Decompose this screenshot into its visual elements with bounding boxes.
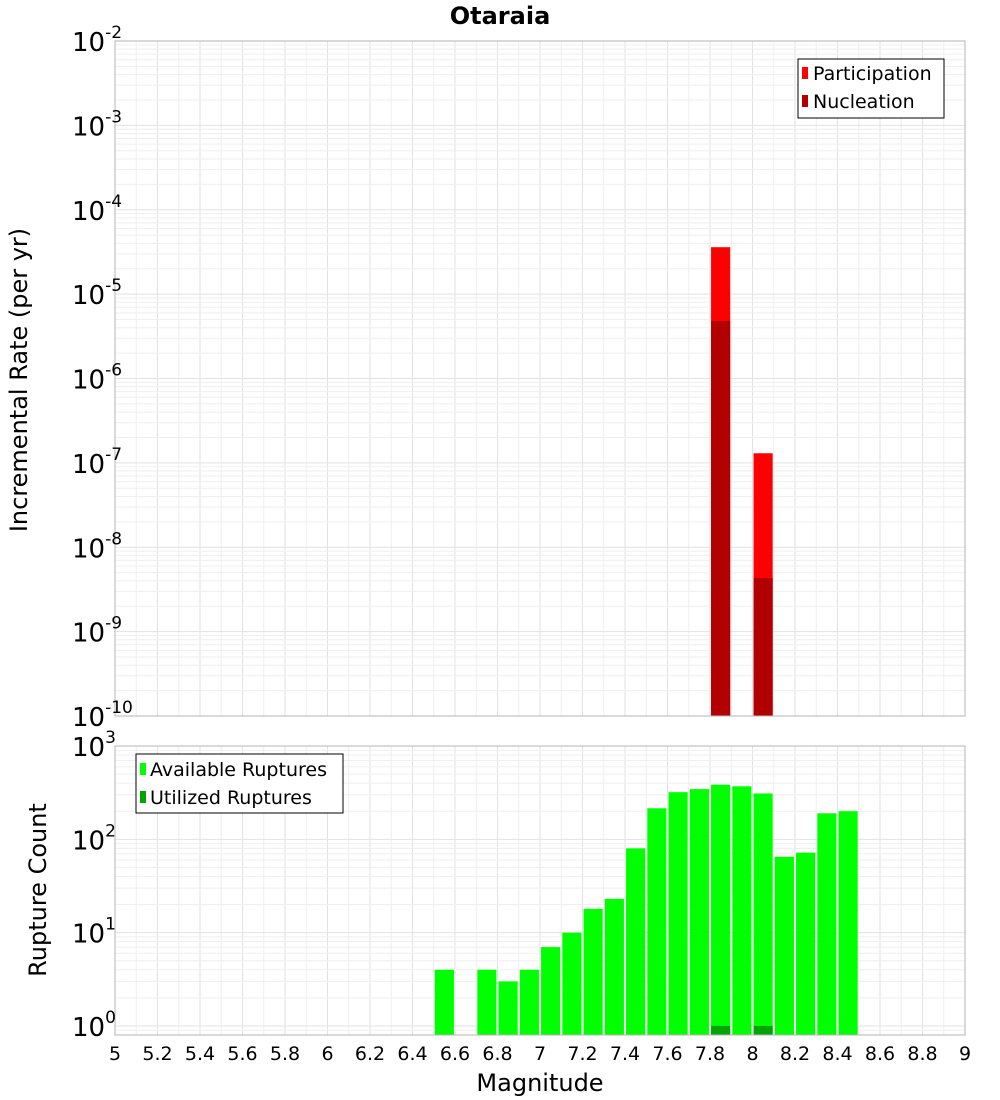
chart-title: Otaraia bbox=[450, 2, 551, 30]
legend-label-utilized: Utilized Ruptures bbox=[150, 787, 312, 809]
y-tick-label: 100 bbox=[72, 1008, 116, 1043]
y-tick-label: 10-5 bbox=[72, 276, 122, 311]
y-tick-labels: 103 102 101 100 bbox=[72, 728, 116, 1043]
x-tick-label: 7 bbox=[534, 1043, 546, 1065]
y-tick-label: 10-3 bbox=[72, 107, 122, 142]
bars bbox=[434, 784, 858, 1035]
x-tick-label: 7.6 bbox=[652, 1043, 682, 1065]
x-tick-label: 6.4 bbox=[397, 1043, 427, 1065]
available-ruptures-bar bbox=[626, 848, 646, 1035]
x-tick-label: 8.8 bbox=[907, 1043, 937, 1065]
x-tick-label: 8.4 bbox=[822, 1043, 852, 1065]
available-ruptures-bar bbox=[498, 981, 518, 1035]
available-ruptures-bar bbox=[434, 969, 454, 1035]
legend: Participation Nucleation bbox=[797, 58, 945, 119]
x-tick-label: 9 bbox=[959, 1043, 971, 1065]
available-ruptures-bar bbox=[817, 813, 837, 1035]
x-tick-label: 8 bbox=[746, 1043, 758, 1065]
available-ruptures-bar bbox=[774, 856, 794, 1035]
x-tick-label: 7.8 bbox=[695, 1043, 725, 1065]
y-axis-title: Incremental Rate (per yr) bbox=[5, 228, 33, 532]
legend-box bbox=[797, 58, 945, 119]
available-ruptures-bar bbox=[668, 792, 688, 1035]
y-tick-label: 10-7 bbox=[72, 445, 122, 480]
y-tick-label: 10-2 bbox=[72, 23, 122, 58]
legend-swatch-nucleation bbox=[802, 95, 808, 107]
x-tick-label: 5.2 bbox=[142, 1043, 172, 1065]
utilized-ruptures-bar bbox=[753, 1025, 773, 1035]
y-tick-label: 101 bbox=[72, 915, 116, 950]
available-ruptures-bar bbox=[711, 784, 731, 1035]
available-ruptures-bar bbox=[519, 969, 539, 1035]
available-ruptures-bar bbox=[477, 969, 497, 1035]
legend-label-participation: Participation bbox=[813, 63, 932, 85]
x-tick-label: 6.2 bbox=[355, 1043, 385, 1065]
x-tick-label: 5.8 bbox=[270, 1043, 300, 1065]
x-tick-label: 8.2 bbox=[780, 1043, 810, 1065]
x-axis-title: Magnitude bbox=[476, 1069, 603, 1097]
x-tick-label: 5.6 bbox=[227, 1043, 257, 1065]
x-tick-labels: 5 5.2 5.4 5.6 5.8 6 6.2 6.4 6.6 6.8 7 7.2 7.4 7.6 7.8 8… bbox=[109, 1043, 971, 1065]
x-tick-label: 7.2 bbox=[567, 1043, 597, 1065]
legend-swatch-available bbox=[140, 763, 146, 775]
x-tick-label: 5 bbox=[109, 1043, 121, 1065]
plot-frame bbox=[114, 40, 966, 717]
legend-label-nucleation: Nucleation bbox=[813, 91, 915, 113]
x-tick-label: 8.6 bbox=[865, 1043, 895, 1065]
legend: Available Ruptures Utilized Ruptures bbox=[135, 753, 344, 814]
rupture-count-plot: 103 102 101 100 Rupture Count Available Rup… bbox=[24, 728, 971, 1097]
x-tick-label: 6 bbox=[321, 1043, 333, 1065]
y-axis-title: Rupture Count bbox=[24, 803, 52, 977]
available-ruptures-bar bbox=[583, 908, 603, 1035]
bars bbox=[711, 247, 773, 716]
y-tick-label: 10-9 bbox=[72, 614, 122, 649]
x-tick-label: 7.4 bbox=[610, 1043, 640, 1065]
y-tick-label: 10-6 bbox=[72, 361, 122, 396]
legend-swatch-utilized bbox=[140, 791, 146, 803]
incremental-rate-plot: 10-2 10-3 10-4 10-5 10-6 10-7 10-8 10-9 10-10 In… bbox=[5, 23, 966, 733]
y-tick-label: 10-10 bbox=[72, 698, 133, 733]
nucleation-bar bbox=[753, 578, 773, 716]
legend-label-available: Available Ruptures bbox=[150, 759, 327, 781]
available-ruptures-bar bbox=[732, 786, 752, 1035]
gridlines bbox=[114, 40, 966, 717]
available-ruptures-bar bbox=[604, 898, 624, 1035]
available-ruptures-bar bbox=[796, 852, 816, 1035]
plot-frame bbox=[114, 745, 966, 1036]
available-ruptures-bar bbox=[753, 793, 773, 1035]
available-ruptures-bar bbox=[647, 808, 667, 1035]
y-tick-label: 10-8 bbox=[72, 529, 122, 564]
available-ruptures-bar bbox=[689, 789, 709, 1035]
y-tick-labels: 10-2 10-3 10-4 10-5 10-6 10-7 10-8 10-9 10-10 bbox=[72, 23, 133, 733]
nucleation-bar bbox=[711, 321, 731, 716]
x-tick-label: 6.6 bbox=[440, 1043, 470, 1065]
available-ruptures-bar bbox=[562, 932, 582, 1035]
y-tick-label: 103 bbox=[72, 728, 116, 763]
available-ruptures-bar bbox=[541, 947, 561, 1035]
x-tick-label: 6.8 bbox=[482, 1043, 512, 1065]
utilized-ruptures-bar bbox=[711, 1025, 731, 1035]
legend-swatch-participation bbox=[802, 67, 808, 79]
y-tick-label: 10-4 bbox=[72, 192, 122, 227]
y-tick-label: 102 bbox=[72, 821, 116, 856]
available-ruptures-bar bbox=[838, 811, 858, 1035]
legend-box bbox=[135, 753, 344, 814]
x-tick-label: 5.4 bbox=[185, 1043, 215, 1065]
